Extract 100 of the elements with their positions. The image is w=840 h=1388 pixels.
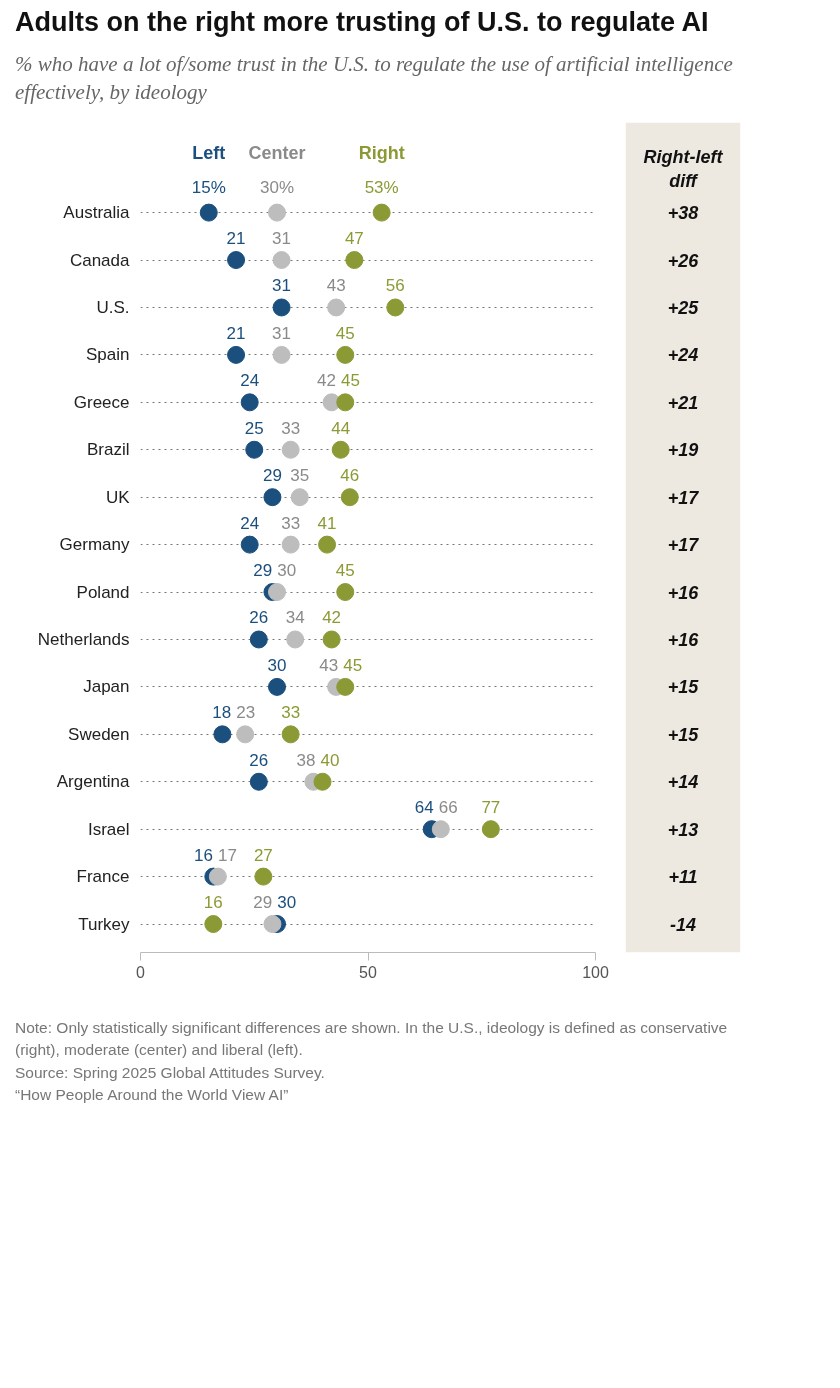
text: +13 xyxy=(667,819,699,840)
data-label: 25 xyxy=(244,418,264,438)
data-label: 56 xyxy=(385,276,405,296)
point xyxy=(331,440,350,459)
point xyxy=(227,345,246,364)
y-tick-label: Poland xyxy=(76,582,130,602)
data-label: 53% xyxy=(364,177,399,197)
data-label: 42 xyxy=(322,608,342,628)
data-label: 30% xyxy=(259,177,295,197)
point xyxy=(322,630,341,649)
data-label: 30 xyxy=(267,655,287,675)
data-label: 16 xyxy=(203,892,223,912)
point xyxy=(208,867,227,886)
point xyxy=(340,487,359,506)
point xyxy=(372,203,391,222)
point xyxy=(286,630,305,649)
point xyxy=(290,487,309,506)
point xyxy=(272,298,291,317)
x-tick-label: 100 xyxy=(582,963,609,981)
text: +21 xyxy=(667,392,699,413)
point xyxy=(254,867,273,886)
text: Note: Only statistically significant differences are shown. In the U.S., ideology is defined as conservative (right), moderate (center) and liberal (left). xyxy=(15,1018,728,1059)
text: +38 xyxy=(667,202,699,223)
data-label: 35 xyxy=(290,465,310,485)
y-tick-label: UK xyxy=(105,487,131,507)
point xyxy=(227,250,246,269)
data-label: 29 xyxy=(253,892,273,912)
y-tick-label: Japan xyxy=(83,677,130,697)
point xyxy=(281,440,300,459)
y-tick-label: Argentina xyxy=(56,772,131,792)
y-tick-label: Australia xyxy=(63,202,131,222)
point xyxy=(481,819,500,838)
data-label: 29 xyxy=(263,465,282,485)
data-label: 18 xyxy=(212,703,232,723)
point xyxy=(281,535,300,554)
data-label: 33 xyxy=(281,418,301,438)
y-tick-label: Germany xyxy=(59,534,130,554)
x-tick-label: 0 xyxy=(136,963,146,981)
data-label: 26 xyxy=(249,608,269,628)
point xyxy=(327,298,346,317)
point xyxy=(249,772,268,791)
data-label: 24 xyxy=(240,371,260,391)
text: +15 xyxy=(667,724,699,745)
data-label: 31 xyxy=(272,228,292,248)
text: +16 xyxy=(667,582,699,603)
data-label: 34 xyxy=(285,608,305,628)
point xyxy=(236,725,255,744)
point xyxy=(281,725,300,744)
data-label: 66 xyxy=(438,797,458,817)
text: Right-left diff xyxy=(643,147,724,192)
data-label: 43 xyxy=(326,276,346,296)
point xyxy=(386,298,405,317)
data-label: 44 xyxy=(331,418,351,438)
text: Center xyxy=(248,142,306,163)
text: +26 xyxy=(667,250,699,271)
text: +17 xyxy=(667,487,699,508)
point xyxy=(268,582,286,601)
point xyxy=(213,725,232,744)
y-tick-label: U.S. xyxy=(96,297,130,317)
point xyxy=(345,250,364,269)
point xyxy=(336,582,355,601)
text: +14 xyxy=(667,772,699,793)
point xyxy=(263,487,282,506)
point xyxy=(240,535,259,554)
data-label: 46 xyxy=(340,465,360,485)
y-tick-label: Netherlands xyxy=(37,629,130,649)
text: Left xyxy=(192,142,226,163)
point xyxy=(199,203,218,222)
data-label: 47 xyxy=(344,228,364,248)
y-tick-label: Canada xyxy=(69,250,131,270)
data-label: 41 xyxy=(317,513,337,533)
text: -14 xyxy=(669,914,697,935)
data-label: 45 xyxy=(340,371,360,391)
text: +19 xyxy=(667,440,699,461)
point xyxy=(313,772,332,791)
point xyxy=(318,535,337,554)
data-label: 21 xyxy=(226,228,246,248)
point xyxy=(272,345,291,364)
point xyxy=(336,345,355,364)
data-label: 38 xyxy=(296,750,316,770)
data-label: 43 xyxy=(319,655,339,675)
text: +25 xyxy=(667,297,699,318)
point xyxy=(431,819,450,838)
y-tick-label: Brazil xyxy=(86,440,130,460)
point xyxy=(240,393,259,412)
point xyxy=(272,250,291,269)
data-label: 33 xyxy=(281,703,301,723)
text: +17 xyxy=(667,534,699,555)
data-label: 40 xyxy=(320,750,340,770)
text: “How People Around the World View AI” xyxy=(15,1086,289,1104)
x-tick-label: 50 xyxy=(359,963,377,981)
text: +11 xyxy=(668,866,698,887)
data-label: 24 xyxy=(240,513,260,533)
data-label: 45 xyxy=(335,323,355,343)
y-tick-label: France xyxy=(76,866,130,886)
data-label: 26 xyxy=(249,750,269,770)
data-label: 64 xyxy=(414,797,434,817)
chart-title: Adults on the right more trusting of U.S. to regulate AI xyxy=(15,6,709,39)
point xyxy=(336,393,355,412)
y-tick-label: Israel xyxy=(87,819,130,839)
